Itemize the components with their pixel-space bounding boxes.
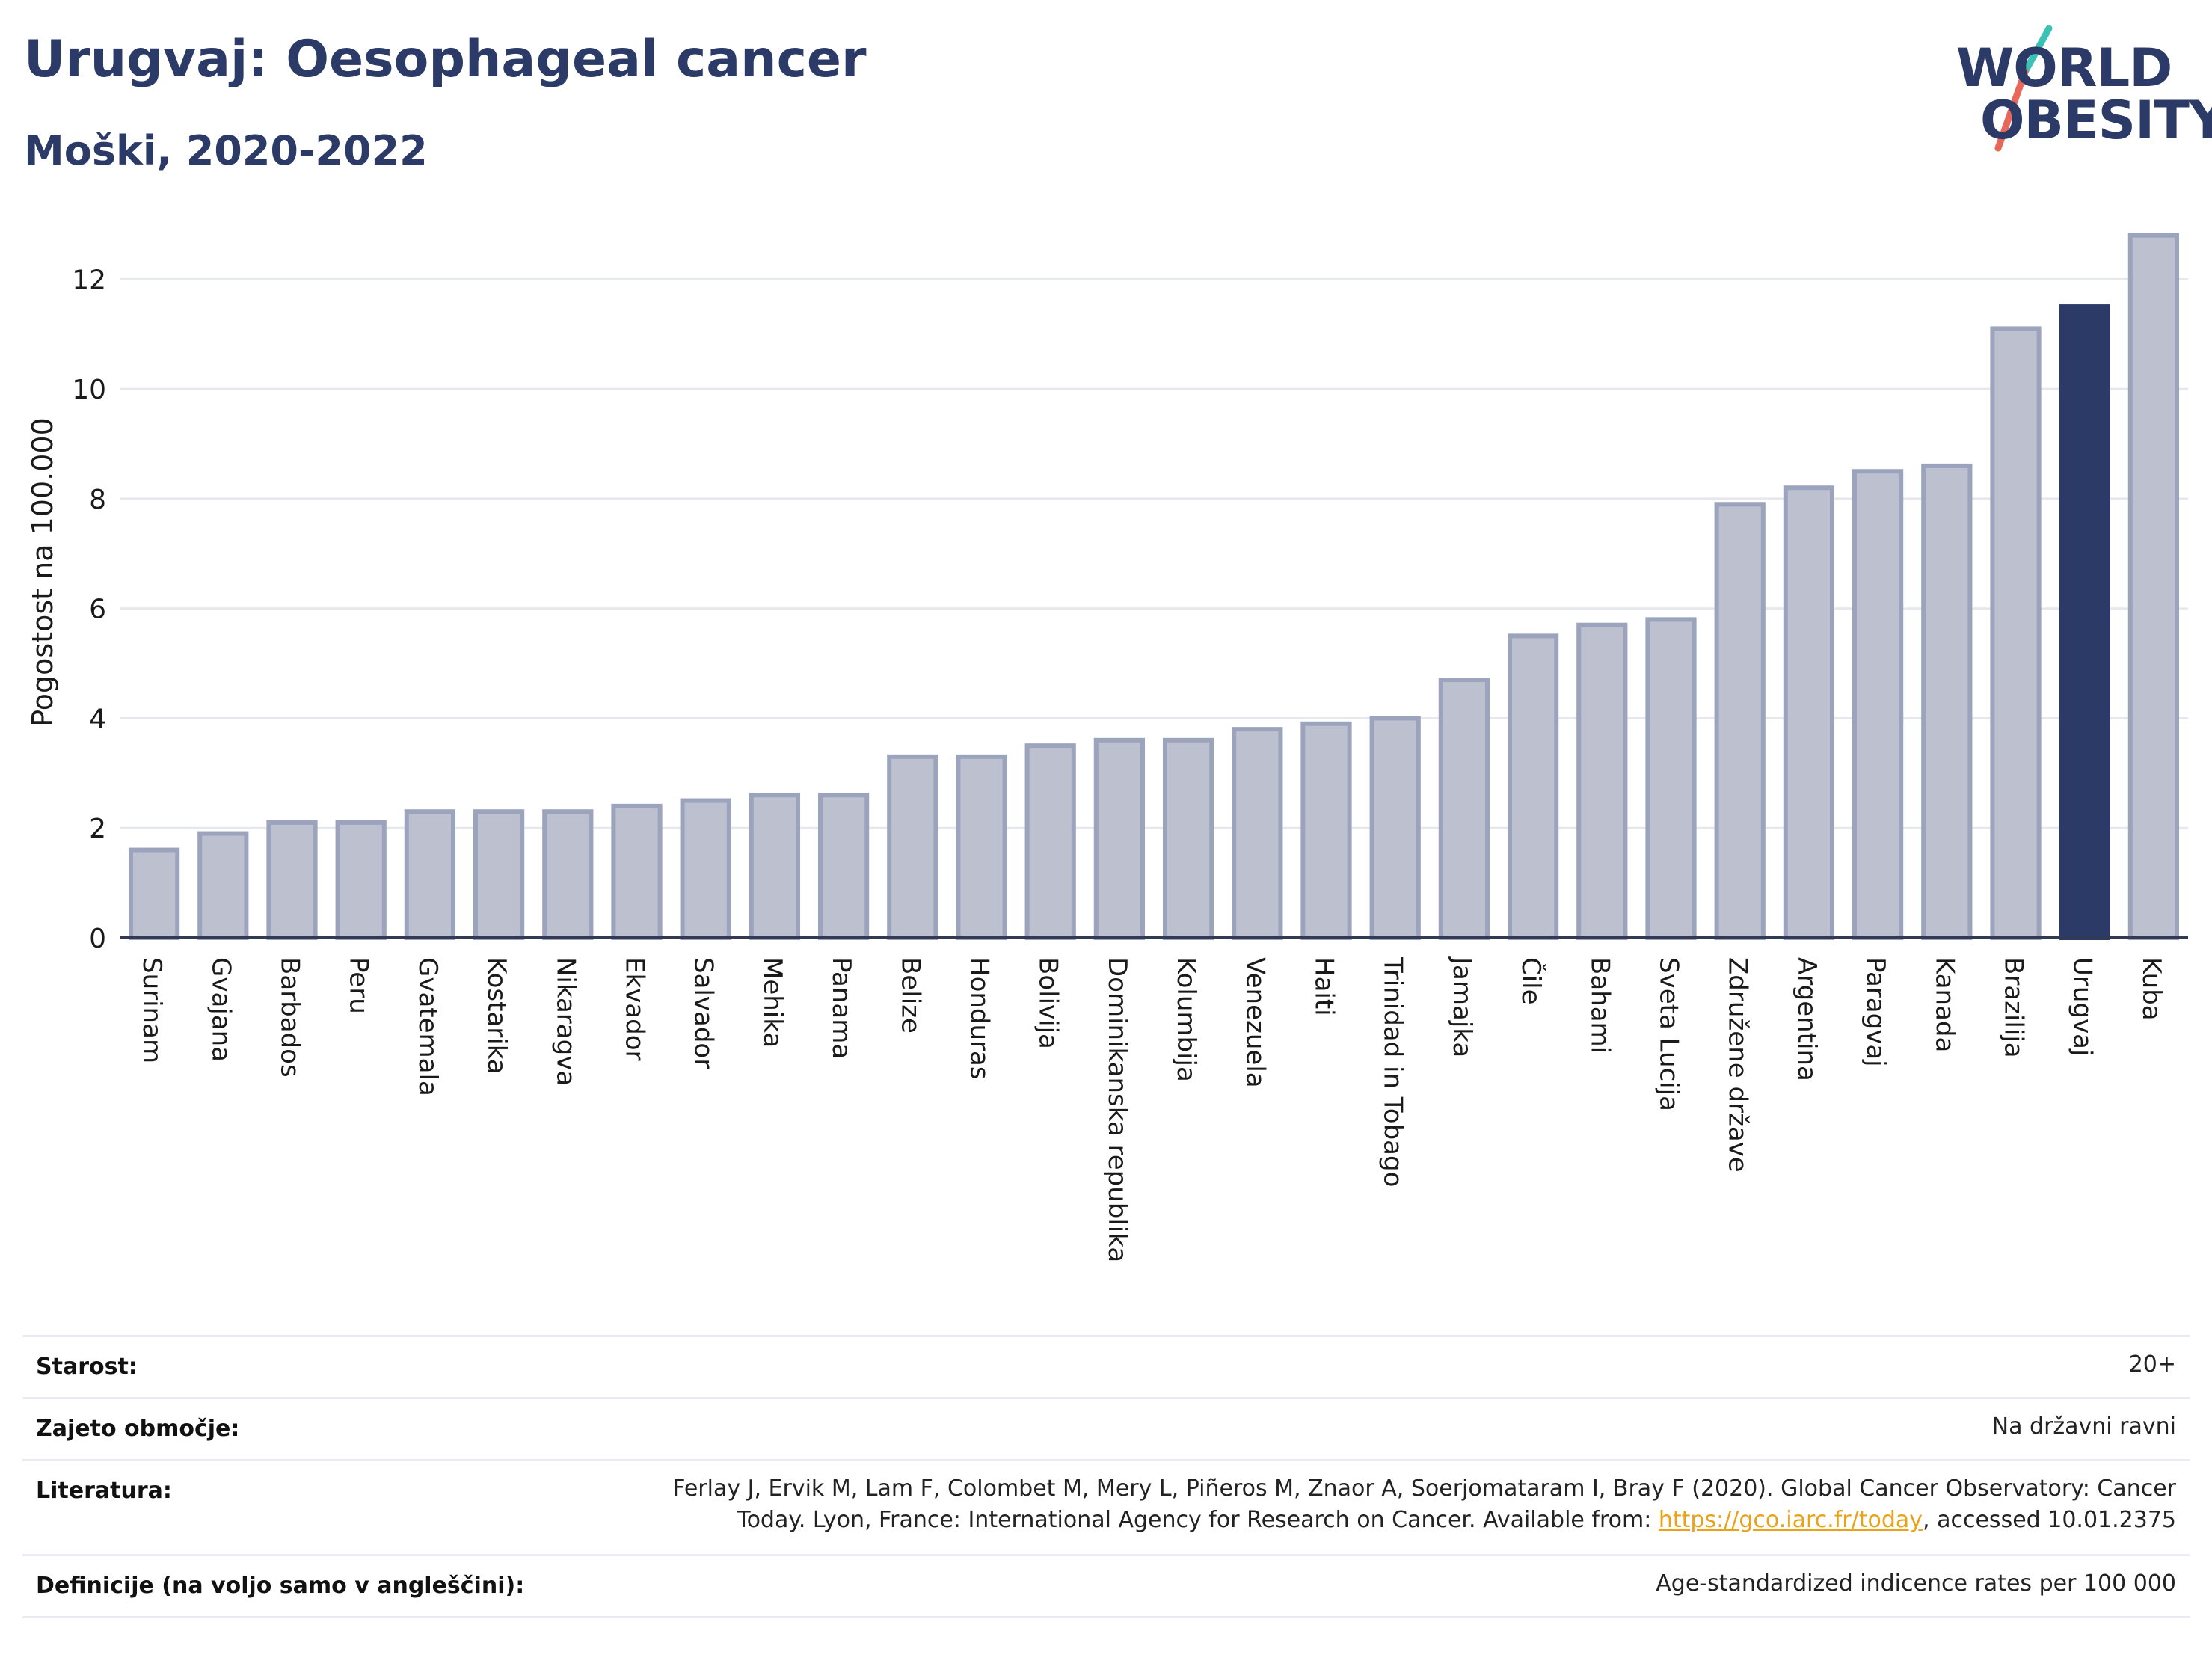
bar-gvajana[interactable] (197, 831, 249, 940)
y-axis-label: Pogostost na 100.000 (26, 417, 59, 727)
logo-slash-icon (1994, 25, 2053, 152)
x-tick-label: Jamajka (1447, 956, 1477, 1057)
bar-ekvador[interactable] (611, 803, 663, 941)
bar-kolumbija[interactable] (1162, 737, 1214, 940)
x-tick-label: Haiti (1309, 957, 1339, 1016)
x-tick-label: Argentina (1792, 957, 1822, 1081)
bar-urugvaj[interactable] (2059, 304, 2110, 941)
info-row-definitions: Definicije (na voljo samo v angleščini):… (22, 1554, 2190, 1618)
x-tick-label: Trinidad in Tobago (1378, 957, 1408, 1187)
x-tick-label: Dominikanska republika (1102, 957, 1132, 1262)
x-tick-label: Kanada (1929, 957, 1959, 1052)
bar-brazilija[interactable] (1990, 326, 2042, 940)
bar-dominikanska-republika[interactable] (1093, 737, 1146, 940)
x-tick-label: Čile (1516, 957, 1546, 1005)
x-tick-label: Urugvaj (2068, 957, 2098, 1056)
world-obesity-logo[interactable]: WORLD OBESITY (1944, 21, 2212, 171)
x-tick-label: Bolivija (1033, 957, 1063, 1049)
y-tick-label: 4 (89, 704, 106, 734)
bar-paragvaj[interactable] (1852, 469, 1904, 940)
bar-jamajka[interactable] (1438, 678, 1490, 940)
y-tick-label: 0 (89, 924, 106, 954)
bar-bolivija[interactable] (1024, 743, 1076, 941)
info-label: Literatura: (36, 1478, 172, 1504)
x-tick-label: Združene države (1723, 957, 1753, 1173)
info-value: Age-standardized indicence rates per 100… (1656, 1570, 2176, 1597)
bar-čile[interactable] (1507, 633, 1559, 941)
info-value: Ferlay J, Ervik M, Lam F, Colombet M, Me… (672, 1473, 2176, 1536)
y-tick-label: 12 (72, 265, 106, 295)
bar-surinam[interactable] (128, 847, 180, 940)
bar-belize[interactable] (887, 754, 938, 940)
source-link[interactable]: https://gco.iarc.fr/today (1658, 1507, 1923, 1533)
x-tick-label: Honduras (965, 957, 995, 1080)
y-tick-label: 2 (89, 814, 106, 844)
info-value: 20+ (2128, 1351, 2176, 1378)
citation-line-1: Ferlay J, Ervik M, Lam F, Colombet M, Me… (672, 1476, 2176, 1502)
bar-kuba[interactable] (2127, 233, 2180, 940)
bar-peru[interactable] (335, 820, 387, 941)
info-row-age: Starost: 20+ (22, 1335, 2190, 1397)
x-tick-label: Gvajana (206, 957, 236, 1062)
x-tick-label: Bahami (1585, 957, 1615, 1054)
logo-text-world: WORLD (1956, 37, 2172, 99)
bar-gvatemala[interactable] (404, 809, 456, 941)
bar-salvador[interactable] (680, 798, 731, 940)
bar-panama[interactable] (817, 793, 870, 941)
info-label: Zajeto območje: (36, 1416, 240, 1442)
grid-lines (120, 277, 2188, 829)
x-tick-label: Belize (895, 957, 925, 1034)
bar-haiti[interactable] (1300, 721, 1352, 940)
x-tick-label: Ekvador (620, 957, 650, 1061)
bar-barbados[interactable] (266, 820, 318, 941)
x-tick-label: Sveta Lucija (1654, 957, 1684, 1111)
x-tick-label: Kostarika (482, 957, 511, 1075)
x-tick-label: Peru (344, 957, 374, 1014)
citation-accessed: , accessed 10.01.2375 (1923, 1507, 2176, 1533)
bar-združene-države[interactable] (1714, 502, 1766, 940)
info-label: Definicije (na voljo samo v angleščini): (36, 1573, 525, 1599)
x-tick-label: Brazilija (1999, 957, 2029, 1058)
x-tick-label: Kolumbija (1171, 957, 1201, 1082)
bar-argentina[interactable] (1783, 485, 1835, 940)
page-title: Urugvaj: Oesophageal cancer (24, 30, 867, 89)
bars (128, 233, 2180, 941)
bar-bahami[interactable] (1576, 622, 1628, 940)
citation-text: Today. Lyon, France: International Agenc… (737, 1507, 1659, 1533)
info-table: Starost: 20+ Zajeto območje: Na državni … (22, 1335, 2190, 1618)
axes: 0 2 4 6 8 10 12 Surinam Gvajana Barbados Peru Gvate… (72, 265, 2188, 1262)
info-row-coverage: Zajeto območje: Na državni ravni (22, 1397, 2190, 1459)
x-tick-label: Barbados (275, 957, 305, 1078)
y-tick-label: 10 (72, 375, 106, 405)
x-tick-label: Mehika (758, 957, 787, 1048)
bar-chart: 0 2 4 6 8 10 12 Surinam Gvajana Barbados Peru Gvate… (26, 233, 2188, 1262)
bar-mehika[interactable] (749, 793, 801, 941)
x-tick-label: Paragvaj (1861, 957, 1890, 1067)
x-tick-label: Gvatemala (413, 957, 443, 1096)
x-tick-label: Venezuela (1240, 957, 1270, 1088)
x-tick-label: Salvador (689, 957, 719, 1069)
bar-kostarika[interactable] (473, 809, 525, 941)
y-tick-label: 8 (89, 485, 106, 515)
info-row-literature: Literatura: Ferlay J, Ervik M, Lam F, Co… (22, 1459, 2190, 1554)
logo-text-obesity: OBESITY (1980, 90, 2212, 151)
x-tick-label: Kuba (2136, 957, 2166, 1021)
info-value: Na državni ravni (1991, 1413, 2176, 1440)
x-tick-label: Nikaragva (550, 957, 580, 1086)
info-label: Starost: (36, 1354, 138, 1380)
x-tick-label: Panama (826, 957, 856, 1059)
bar-nikaragva[interactable] (542, 809, 594, 941)
bar-kanada[interactable] (1921, 463, 1973, 940)
bar-trinidad-in-tobago[interactable] (1369, 716, 1421, 940)
x-tick-label: Surinam (137, 957, 167, 1063)
bar-venezuela[interactable] (1232, 727, 1283, 941)
citation-line-2: Today. Lyon, France: International Agenc… (672, 1505, 2176, 1536)
page-subtitle: Moški, 2020-2022 (24, 127, 428, 174)
y-tick-label: 6 (89, 595, 106, 625)
bar-honduras[interactable] (956, 754, 1007, 940)
bar-sveta-lucija[interactable] (1645, 617, 1697, 940)
